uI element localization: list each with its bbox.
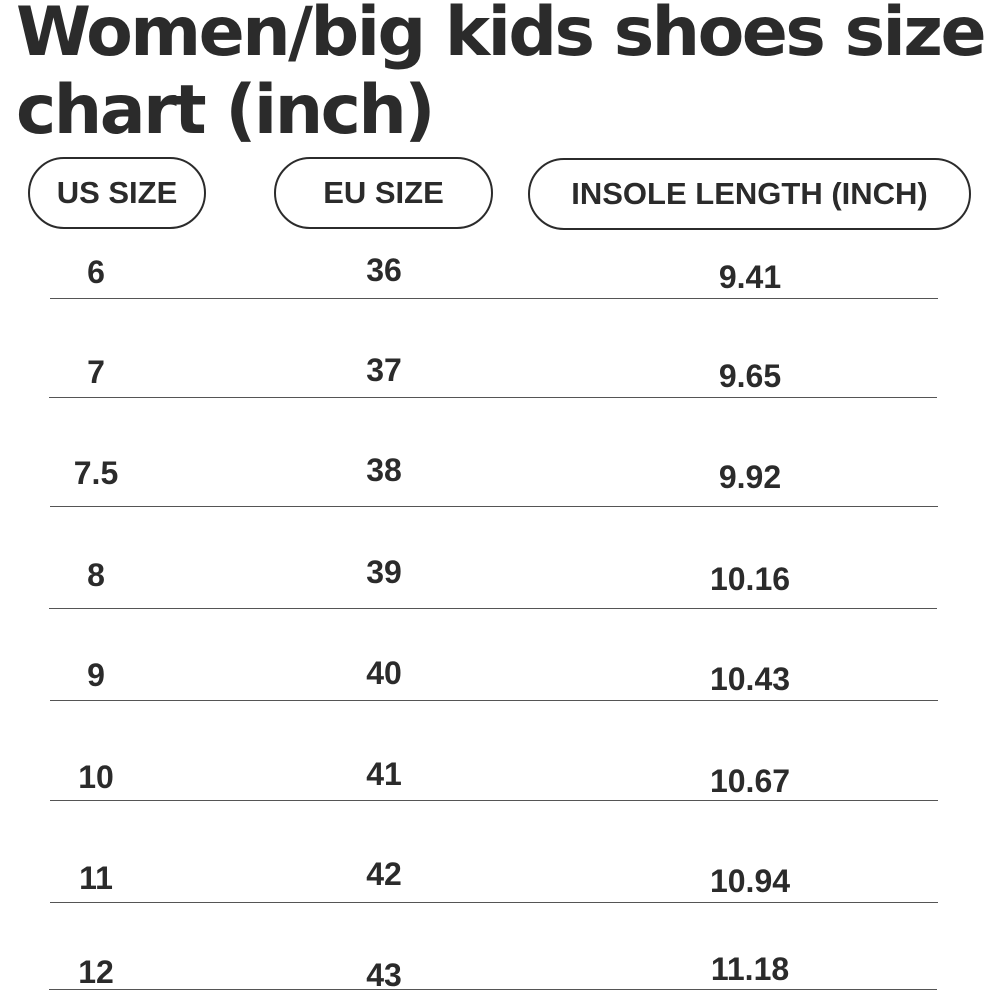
us-size-cell: 6 [87, 254, 105, 290]
insole-length-cell: 9.41 [718, 259, 782, 295]
insole-length-cell: 9.65 [718, 358, 782, 394]
us-size-cell: 12 [78, 954, 114, 990]
eu-size-cell: 43 [366, 957, 402, 993]
us-size-header: US SIZE [28, 157, 206, 229]
eu-size-cell: 39 [366, 554, 402, 590]
eu-size-header: EU SIZE [274, 157, 493, 229]
insole-length-header: INSOLE LENGTH (INCH) [528, 158, 971, 230]
row-divider [50, 902, 938, 903]
eu-size-cell: 38 [366, 452, 402, 488]
eu-size-cell: 36 [366, 252, 402, 288]
us-size-cell: 11 [79, 860, 113, 896]
page-title: Women/big kids shoes size chart (inch) [16, 0, 987, 150]
us-size-cell: 10 [78, 759, 114, 795]
insole-length-cell: 10.43 [709, 661, 791, 697]
row-divider [49, 397, 937, 398]
row-divider [49, 608, 937, 609]
insole-length-cell: 9.92 [718, 459, 782, 495]
insole-length-cell: 10.94 [709, 863, 791, 899]
eu-size-cell: 40 [366, 655, 402, 691]
row-divider [50, 298, 938, 299]
row-divider [50, 800, 938, 801]
insole-length-cell: 10.16 [709, 561, 791, 597]
insole-length-cell: 11.18 [710, 951, 790, 987]
row-divider [50, 700, 938, 701]
eu-size-cell: 41 [366, 756, 402, 792]
row-divider [50, 506, 938, 507]
us-size-cell: 7 [87, 354, 105, 390]
us-size-cell: 9 [87, 657, 105, 693]
eu-size-cell: 37 [366, 352, 402, 388]
row-divider [49, 989, 937, 990]
eu-size-cell: 42 [366, 856, 402, 892]
us-size-cell: 8 [87, 557, 105, 593]
us-size-cell: 7.5 [73, 455, 119, 491]
insole-length-cell: 10.67 [709, 763, 791, 799]
